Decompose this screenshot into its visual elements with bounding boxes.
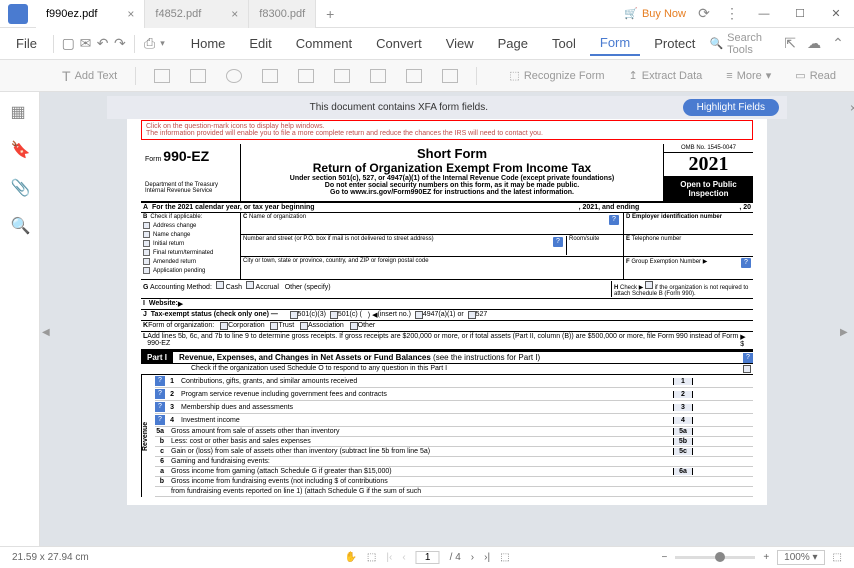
cloud-icon[interactable]: ☁ [806,34,822,54]
form-line: from fundraising events reported on line… [155,487,753,497]
zoom-value[interactable]: 100% ▾ [777,550,824,565]
bookmark-icon[interactable]: 🔖 [11,140,29,158]
buy-now-link[interactable]: 🛒 Buy Now [624,7,686,20]
print-icon[interactable]: ⎙ [143,34,156,54]
menu-view[interactable]: View [436,32,484,55]
menubar: File ▢ ✉ ↶ ↷ ⎙ ▾ Home Edit Comment Conve… [0,28,854,60]
tab-label: f4852.pdf [155,8,201,20]
banner-close-icon[interactable]: × [850,101,854,115]
prev-page-icon[interactable]: ‹ [402,552,405,563]
zoom-slider[interactable] [675,556,755,559]
page-dimensions: 21.59 x 27.94 cm [12,552,89,563]
form-line: aGross income from gaming (attach Schedu… [155,467,753,477]
zoom-in-icon[interactable]: + [763,552,769,563]
menu-protect[interactable]: Protect [644,32,705,55]
sync-icon[interactable]: ⟳ [694,4,714,24]
menu-edit[interactable]: Edit [239,32,281,55]
xfa-banner: This document contains XFA form fields. … [107,96,787,119]
form-line: ?3Membership dues and assessments3 [155,401,753,414]
tab[interactable]: f4852.pdf × [145,0,249,28]
menu-page[interactable]: Page [488,32,538,55]
form-line: ?1Contributions, gifts, grants, and simi… [155,375,753,388]
tab[interactable]: f8300.pdf [249,0,316,28]
titlebar: f990ez.pdf × f4852.pdf × f8300.pdf + 🛒 B… [0,0,854,28]
recognize-form-button[interactable]: ⬚ Recognize Form [503,65,610,86]
redo-icon[interactable]: ↷ [113,34,126,54]
add-text-button[interactable]: T Add Text [56,64,123,88]
form-line: cGain or (loss) from sale of assets othe… [155,447,753,457]
page-total: / 4 [450,552,461,563]
hand-tool-icon[interactable]: ✋ [344,552,356,563]
share-icon[interactable]: ⇱ [782,34,798,54]
menu-tool[interactable]: Tool [542,32,586,55]
next-page-arrow[interactable]: ▶ [840,320,852,344]
search-tools[interactable]: 🔍 Search Tools [709,32,774,56]
field-tool[interactable] [148,65,176,87]
statusbar: 21.59 x 27.94 cm ✋ ⬚ |‹ ‹ / 4 › ›| ⬚ − +… [0,546,854,568]
document-viewport[interactable]: ◀ ▶ This document contains XFA form fiel… [40,92,854,548]
thumbnails-icon[interactable]: ▦ [11,102,29,120]
menu-home[interactable]: Home [181,32,236,55]
field-tool[interactable] [292,65,320,87]
prev-page-arrow[interactable]: ◀ [42,320,54,344]
extract-data-button[interactable]: ↥ Extract Data [623,65,709,86]
form-toolbar: T Add Text ⬚ Recognize Form ↥ Extract Da… [0,60,854,92]
mail-icon[interactable]: ✉ [79,34,92,54]
undo-icon[interactable]: ↶ [96,34,109,54]
tab-active[interactable]: f990ez.pdf × [36,0,145,28]
chevron-icon[interactable]: ⌃ [830,34,846,54]
field-tool[interactable] [400,65,428,87]
menu-form[interactable]: Form [590,31,640,56]
close-button[interactable]: ✕ [822,0,850,28]
close-icon[interactable]: × [127,7,134,21]
tab-label: f8300.pdf [259,8,305,20]
save-icon[interactable]: ▢ [62,34,75,54]
form-line: ?4Investment income4 [155,414,753,427]
form-line: 5aGross amount from sale of assets other… [155,427,753,437]
menu-convert[interactable]: Convert [366,32,432,55]
field-tool[interactable] [184,65,212,87]
form-line: bLess: cost or other basis and sales exp… [155,437,753,447]
sidebar: ▦ 🔖 📎 🔍 [0,92,40,548]
field-tool[interactable] [436,65,464,87]
menu-comment[interactable]: Comment [286,32,362,55]
form-line: ?2Program service revenue including gove… [155,388,753,401]
fit-page-icon[interactable]: ⬚ [833,552,842,563]
maximize-button[interactable]: ☐ [786,0,814,28]
pdf-page: Click on the question-mark icons to disp… [127,112,767,505]
first-page-icon[interactable]: |‹ [386,552,392,563]
tab-label: f990ez.pdf [46,8,97,20]
minimize-button[interactable]: — [750,0,778,28]
app-menu-icon[interactable]: ⋮ [722,4,742,24]
file-menu[interactable]: File [8,36,45,51]
app-icon [8,4,28,24]
field-tool[interactable] [364,65,392,87]
close-icon[interactable]: × [231,7,238,21]
next-page-icon[interactable]: › [471,552,474,563]
field-tool[interactable] [220,65,248,87]
select-tool-icon[interactable]: ⬚ [367,552,376,563]
xfa-text: This document contains XFA form fields. [115,102,683,113]
zoom-out-icon[interactable]: − [661,552,667,563]
last-page-icon[interactable]: ›| [484,552,490,563]
form-line: 6Gaming and fundraising events: [155,457,753,467]
add-tab-button[interactable]: + [316,6,344,22]
warning-box: Click on the question-mark icons to disp… [141,120,753,140]
field-tool[interactable] [328,65,356,87]
page-input[interactable] [416,551,440,564]
form-line: bGross income from fundraising events (n… [155,477,753,487]
fit-icon[interactable]: ⬚ [500,552,509,563]
attachment-icon[interactable]: 📎 [11,178,29,196]
search-icon[interactable]: 🔍 [11,216,29,234]
more-button[interactable]: ≡ More▾ [720,65,777,86]
field-tool[interactable] [256,65,284,87]
highlight-fields-button[interactable]: Highlight Fields [683,99,779,116]
read-button[interactable]: ▭ Read [789,65,842,86]
